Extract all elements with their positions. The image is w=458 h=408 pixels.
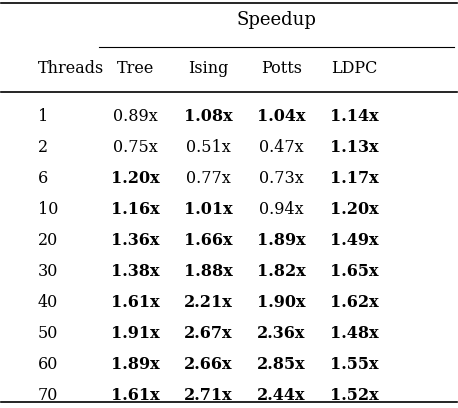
Text: 1.08x: 1.08x [184,108,233,125]
Text: 50: 50 [38,325,58,342]
Text: 0.75x: 0.75x [113,139,158,156]
Text: 1.16x: 1.16x [111,201,160,218]
Text: 20: 20 [38,232,58,249]
Text: 1.04x: 1.04x [257,108,305,125]
Text: 60: 60 [38,356,58,373]
Text: 1.66x: 1.66x [184,232,233,249]
Text: 2.67x: 2.67x [184,325,233,342]
Text: 2: 2 [38,139,48,156]
Text: 2.44x: 2.44x [257,387,305,404]
Text: 2.66x: 2.66x [184,356,233,373]
Text: 0.94x: 0.94x [259,201,304,218]
Text: Tree: Tree [117,60,154,77]
Text: 1.52x: 1.52x [330,387,378,404]
Text: 1.88x: 1.88x [184,263,233,280]
Text: 10: 10 [38,201,58,218]
Text: 2.85x: 2.85x [257,356,305,373]
Text: 1.49x: 1.49x [330,232,378,249]
Text: 1.91x: 1.91x [111,325,160,342]
Text: 30: 30 [38,263,58,280]
Text: 40: 40 [38,294,58,311]
Text: Ising: Ising [188,60,229,77]
Text: 1.55x: 1.55x [330,356,378,373]
Text: 1.20x: 1.20x [111,170,160,187]
Text: 1.62x: 1.62x [330,294,378,311]
Text: 6: 6 [38,170,48,187]
Text: 1.90x: 1.90x [257,294,305,311]
Text: Potts: Potts [261,60,302,77]
Text: 0.47x: 0.47x [259,139,304,156]
Text: 1.89x: 1.89x [257,232,305,249]
Text: 0.77x: 0.77x [186,170,231,187]
Text: 1.36x: 1.36x [111,232,160,249]
Text: Threads: Threads [38,60,104,77]
Text: 1.82x: 1.82x [257,263,306,280]
Text: 1.14x: 1.14x [330,108,378,125]
Text: 0.89x: 0.89x [113,108,158,125]
Text: 1: 1 [38,108,48,125]
Text: 1.89x: 1.89x [111,356,160,373]
Text: 1.65x: 1.65x [330,263,378,280]
Text: Speedup: Speedup [237,11,317,29]
Text: 1.17x: 1.17x [330,170,378,187]
Text: 1.13x: 1.13x [330,139,378,156]
Text: LDPC: LDPC [331,60,377,77]
Text: 2.21x: 2.21x [184,294,233,311]
Text: 2.36x: 2.36x [257,325,305,342]
Text: 0.73x: 0.73x [259,170,304,187]
Text: 1.61x: 1.61x [111,294,160,311]
Text: 1.48x: 1.48x [330,325,378,342]
Text: 1.38x: 1.38x [111,263,160,280]
Text: 1.20x: 1.20x [330,201,378,218]
Text: 2.71x: 2.71x [184,387,233,404]
Text: 1.61x: 1.61x [111,387,160,404]
Text: 1.01x: 1.01x [184,201,233,218]
Text: 0.51x: 0.51x [186,139,231,156]
Text: 70: 70 [38,387,58,404]
